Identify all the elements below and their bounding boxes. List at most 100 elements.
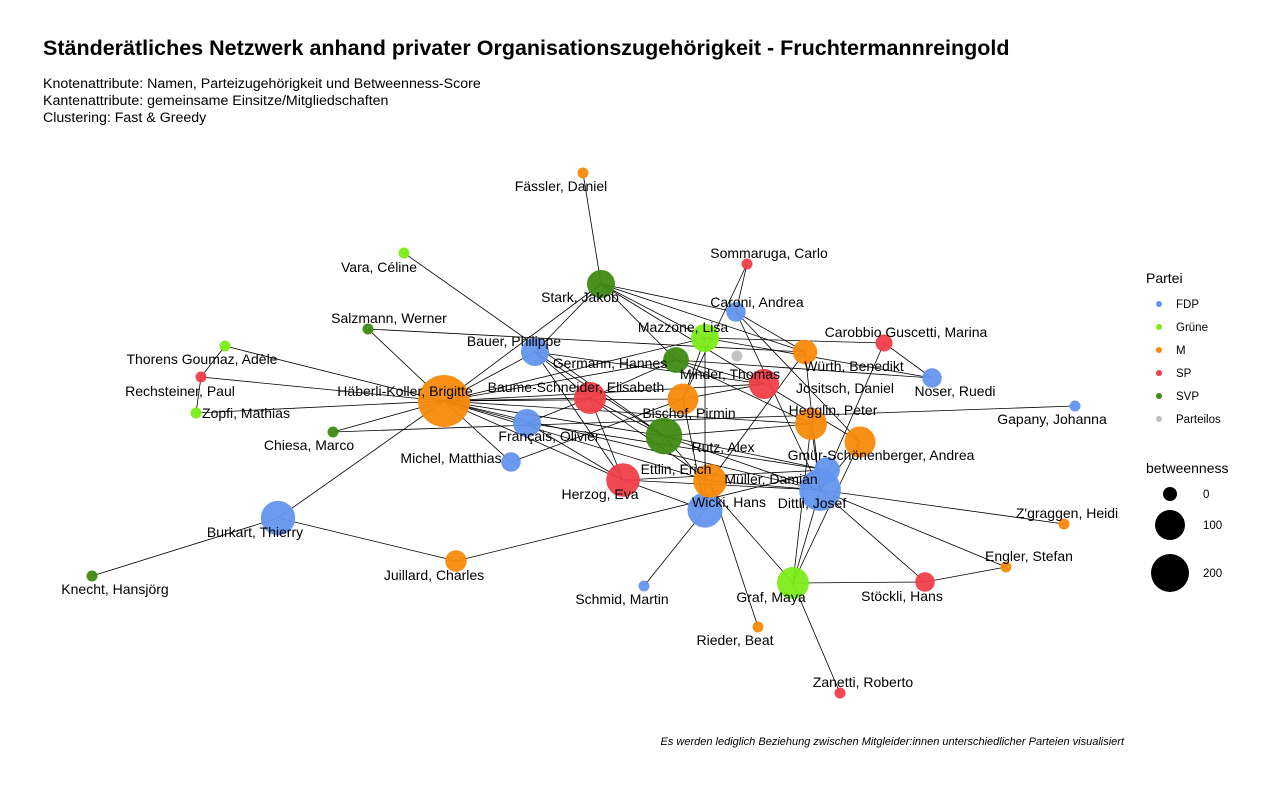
node-herzog: [606, 463, 640, 497]
legend-swatch-svp: [1156, 393, 1162, 399]
node-label: Caroni, Andrea: [710, 294, 804, 310]
node-ettlin: [693, 464, 727, 498]
label-layer: Fässler, Daniel Sommaruga, Carlo Vara, Cél…: [61, 178, 1118, 690]
node-michel: [501, 452, 521, 472]
edge: [91, 517, 279, 577]
legend-party-label: FDP: [1176, 299, 1199, 311]
edge: [443, 337, 706, 402]
edge: [924, 566, 1007, 583]
edge: [600, 283, 737, 313]
edge: [277, 517, 457, 562]
edge: [443, 398, 684, 402]
edge: [675, 359, 765, 385]
edge: [443, 400, 711, 482]
edge: [443, 400, 665, 437]
edge: [675, 359, 933, 379]
legend-swatch-parteilos: [1156, 416, 1162, 422]
node-sommaruga: [741, 258, 753, 270]
node-label: Ettlin, Erich: [641, 461, 712, 477]
node-gapany: [1069, 400, 1081, 412]
node-germann: [663, 347, 689, 373]
edge: [600, 283, 677, 361]
node-zopfi: [190, 407, 202, 419]
node-label: Rieder, Beat: [696, 632, 773, 648]
node-bischof: [667, 383, 699, 415]
node-label: Schmid, Martin: [575, 591, 668, 607]
legend-size-list: 0 100 200: [1151, 487, 1222, 592]
node-label: Gmür-Schönenberger, Andrea: [788, 447, 975, 463]
edge: [663, 435, 828, 471]
legend-swatch-m: [1156, 347, 1162, 353]
legend-size-dot: [1151, 554, 1189, 592]
node-rechsteiner: [195, 371, 207, 383]
node-burkart: [260, 500, 296, 536]
node-label: Stöckli, Hans: [861, 588, 943, 604]
node-label: Germann, Hannes: [553, 355, 667, 371]
edge: [277, 400, 445, 519]
node-label: Carobbio Guscetti, Marina: [825, 324, 988, 340]
edge: [582, 172, 602, 285]
edge: [443, 400, 821, 491]
edge: [224, 345, 445, 402]
edge: [883, 342, 933, 379]
edge: [443, 283, 602, 402]
node-mazzone: [690, 323, 720, 353]
node-label: Rutz, Alex: [691, 439, 754, 455]
node-label: Gapany, Johanna: [997, 411, 1107, 427]
edge: [709, 351, 806, 482]
node-label: Rechsteiner, Paul: [125, 383, 235, 399]
node-schmid: [638, 580, 650, 592]
footnote-caption: Es werden lediglich Beziehung zwischen M…: [660, 736, 1124, 748]
node-zgraggen: [1058, 518, 1070, 530]
edge: [534, 351, 765, 385]
node-label: Michel, Matthias: [400, 450, 501, 466]
edge: [663, 423, 812, 437]
edge: [819, 489, 1065, 525]
edge: [443, 359, 677, 402]
chart-subtitle: Knotenattribute: Namen, Parteizugehörigk…: [43, 76, 481, 127]
subtitle-line: Kantenattribute: gemeinsame Einsitze/Mit…: [43, 93, 389, 109]
node-label: Bauer, Philippe: [467, 333, 561, 349]
edge: [792, 423, 812, 584]
edge: [735, 311, 861, 443]
node-label: Zopfi, Mathias: [202, 405, 290, 421]
node-francais: [512, 408, 542, 438]
node-hegglin: [795, 408, 827, 440]
edge: [819, 489, 926, 583]
edge: [704, 337, 885, 344]
node-knecht: [86, 570, 98, 582]
edge-layer: [91, 172, 1076, 694]
legend-size-label: 0: [1203, 489, 1209, 501]
legend-party-list: FDP Grüne M SP SVP Parteilos: [1156, 299, 1221, 426]
edge: [663, 435, 794, 584]
edge: [455, 469, 828, 562]
edge: [792, 441, 861, 584]
edge: [534, 283, 602, 353]
legend-swatch-grüne: [1156, 324, 1162, 330]
node-salzmann: [362, 323, 374, 335]
node-graf: [777, 567, 809, 599]
node-label: Wicki, Hans: [692, 494, 766, 510]
node-rutz: [645, 417, 683, 455]
edge: [200, 376, 445, 402]
node-label: Thorens Goumaz, Adèle: [127, 351, 278, 367]
node-label: Hegglin, Peter: [789, 402, 878, 418]
legend-party-label: Parteilos: [1176, 414, 1221, 426]
node-chiesa: [327, 426, 339, 438]
node-label: Vara, Céline: [341, 259, 417, 275]
chart-title: Ständerätliches Netzwerk anhand privater…: [43, 36, 1010, 60]
node-label: Baume-Schneider, Elisabeth: [488, 379, 665, 395]
legend-size-dot: [1155, 510, 1185, 540]
node-engler: [1000, 561, 1012, 573]
edge: [443, 400, 624, 481]
edge: [819, 489, 1007, 568]
node-label: Chiesa, Marco: [264, 437, 354, 453]
node-caroni: [726, 302, 746, 322]
node-label: Sommaruga, Carlo: [710, 245, 828, 261]
edge: [663, 435, 821, 491]
node-label: Burkart, Thierry: [207, 524, 303, 540]
node-bauer: [520, 337, 550, 367]
node-label: Engler, Stefan: [985, 548, 1073, 564]
node-label: Fässler, Daniel: [515, 178, 608, 194]
node-label: Häberli-Koller, Brigitte: [337, 383, 473, 399]
